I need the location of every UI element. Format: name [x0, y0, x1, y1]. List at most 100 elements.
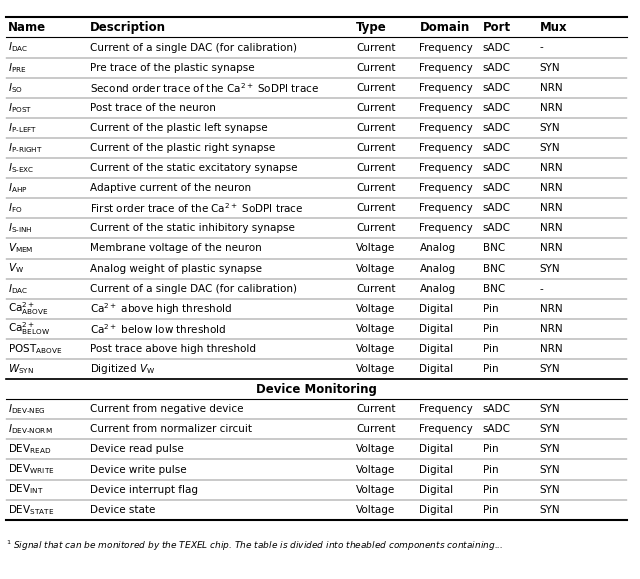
Text: NRN: NRN	[540, 163, 563, 173]
Text: $V_{\mathrm{MEM}}$: $V_{\mathrm{MEM}}$	[8, 241, 33, 255]
Text: Ca$^{2+}$ below low threshold: Ca$^{2+}$ below low threshold	[90, 322, 226, 336]
Text: Pin: Pin	[483, 364, 499, 374]
Text: $I_{\mathrm{SO}}$: $I_{\mathrm{SO}}$	[8, 81, 22, 94]
Text: SYN: SYN	[540, 143, 561, 153]
Text: Pin: Pin	[483, 505, 499, 515]
Text: $I_{\mathrm{POST}}$: $I_{\mathrm{POST}}$	[8, 101, 32, 115]
Text: Type: Type	[356, 21, 387, 34]
Text: $^1$ Signal that can be monitored by the TEXEL chip. The table is divided into t: $^1$ Signal that can be monitored by the…	[6, 538, 504, 553]
Text: $I_{\mathrm{DAC}}$: $I_{\mathrm{DAC}}$	[8, 41, 28, 54]
Text: $\mathrm{DEV}_{\mathrm{INT}}$: $\mathrm{DEV}_{\mathrm{INT}}$	[8, 483, 44, 497]
Text: BNC: BNC	[483, 284, 505, 294]
Text: $I_{\mathrm{P\text{-}RIGHT}}$: $I_{\mathrm{P\text{-}RIGHT}}$	[8, 141, 42, 155]
Text: Frequency: Frequency	[419, 42, 473, 53]
Text: Current: Current	[356, 83, 396, 93]
Text: Pre trace of the plastic synapse: Pre trace of the plastic synapse	[90, 63, 255, 72]
Text: Membrane voltage of the neuron: Membrane voltage of the neuron	[90, 243, 262, 254]
Text: Frequency: Frequency	[419, 63, 473, 72]
Text: Device Monitoring: Device Monitoring	[257, 383, 377, 395]
Text: Analog weight of plastic synapse: Analog weight of plastic synapse	[90, 263, 262, 273]
Text: $\mathrm{Ca}^{2+}_{\mathrm{ABOVE}}$: $\mathrm{Ca}^{2+}_{\mathrm{ABOVE}}$	[8, 301, 48, 317]
Text: Pin: Pin	[483, 344, 499, 354]
Text: Frequency: Frequency	[419, 223, 473, 233]
Text: Post trace above high threshold: Post trace above high threshold	[90, 344, 256, 354]
Text: Second order trace of the Ca$^{2+}$ SoDPI trace: Second order trace of the Ca$^{2+}$ SoDP…	[90, 81, 319, 94]
Text: Pin: Pin	[483, 464, 499, 475]
Text: Voltage: Voltage	[356, 364, 396, 374]
Text: Ca$^{2+}$ above high threshold: Ca$^{2+}$ above high threshold	[90, 301, 232, 317]
Text: sADC: sADC	[483, 404, 511, 414]
Text: $I_{\mathrm{PRE}}$: $I_{\mathrm{PRE}}$	[8, 61, 26, 75]
Text: Digital: Digital	[419, 344, 454, 354]
Text: sADC: sADC	[483, 143, 511, 153]
Text: Current of the static excitatory synapse: Current of the static excitatory synapse	[90, 163, 298, 173]
Text: NRN: NRN	[540, 103, 563, 113]
Text: SYN: SYN	[540, 123, 561, 133]
Text: NRN: NRN	[540, 183, 563, 193]
Text: Device write pulse: Device write pulse	[90, 464, 187, 475]
Text: Digital: Digital	[419, 364, 454, 374]
Text: Digital: Digital	[419, 304, 454, 314]
Text: Current: Current	[356, 103, 396, 113]
Text: $\mathrm{DEV}_{\mathrm{READ}}$: $\mathrm{DEV}_{\mathrm{READ}}$	[8, 442, 51, 456]
Text: First order trace of the Ca$^{2+}$ SoDPI trace: First order trace of the Ca$^{2+}$ SoDPI…	[90, 201, 303, 215]
Text: Current: Current	[356, 123, 396, 133]
Text: Adaptive current of the neuron: Adaptive current of the neuron	[90, 183, 251, 193]
Text: SYN: SYN	[540, 505, 561, 515]
Text: SYN: SYN	[540, 464, 561, 475]
Text: Frequency: Frequency	[419, 143, 473, 153]
Text: Mux: Mux	[540, 21, 568, 34]
Text: Domain: Domain	[419, 21, 470, 34]
Text: Digital: Digital	[419, 324, 454, 334]
Text: Current of the plastic left synapse: Current of the plastic left synapse	[90, 123, 268, 133]
Text: $W_{\mathrm{SYN}}$: $W_{\mathrm{SYN}}$	[8, 362, 34, 376]
Text: SYN: SYN	[540, 263, 561, 273]
Text: Current: Current	[356, 183, 396, 193]
Text: Digital: Digital	[419, 485, 454, 494]
Text: Current: Current	[356, 223, 396, 233]
Text: $I_{\mathrm{FO}}$: $I_{\mathrm{FO}}$	[8, 201, 22, 215]
Text: SYN: SYN	[540, 63, 561, 72]
Text: $V_{\mathrm{W}}$: $V_{\mathrm{W}}$	[8, 262, 24, 276]
Text: $I_{\mathrm{DEV\text{-}NEG}}$: $I_{\mathrm{DEV\text{-}NEG}}$	[8, 402, 45, 416]
Text: SYN: SYN	[540, 404, 561, 414]
Text: Frequency: Frequency	[419, 83, 473, 93]
Text: sADC: sADC	[483, 42, 511, 53]
Text: Current: Current	[356, 404, 396, 414]
Text: Current from normalizer circuit: Current from normalizer circuit	[90, 424, 252, 434]
Text: Voltage: Voltage	[356, 263, 396, 273]
Text: -: -	[540, 42, 543, 53]
Text: $\mathrm{POST}_{\mathrm{ABOVE}}$: $\mathrm{POST}_{\mathrm{ABOVE}}$	[8, 342, 62, 356]
Text: sADC: sADC	[483, 183, 511, 193]
Text: $I_{\mathrm{AHP}}$: $I_{\mathrm{AHP}}$	[8, 181, 28, 195]
Text: SYN: SYN	[540, 424, 561, 434]
Text: Current: Current	[356, 42, 396, 53]
Text: Analog: Analog	[419, 263, 456, 273]
Text: Voltage: Voltage	[356, 445, 396, 455]
Text: $\mathrm{Ca}^{2+}_{\mathrm{BELOW}}$: $\mathrm{Ca}^{2+}_{\mathrm{BELOW}}$	[8, 320, 49, 337]
Text: Post trace of the neuron: Post trace of the neuron	[90, 103, 216, 113]
Text: Current of a single DAC (for calibration): Current of a single DAC (for calibration…	[90, 42, 297, 53]
Text: Digital: Digital	[419, 505, 454, 515]
Text: Voltage: Voltage	[356, 304, 396, 314]
Text: Current of the static inhibitory synapse: Current of the static inhibitory synapse	[90, 223, 295, 233]
Text: Digitized $V_{\mathrm{W}}$: Digitized $V_{\mathrm{W}}$	[90, 362, 155, 376]
Text: $I_{\mathrm{DEV\text{-}NORM}}$: $I_{\mathrm{DEV\text{-}NORM}}$	[8, 423, 52, 436]
Text: $\mathrm{DEV}_{\mathrm{STATE}}$: $\mathrm{DEV}_{\mathrm{STATE}}$	[8, 503, 54, 516]
Text: Device interrupt flag: Device interrupt flag	[90, 485, 198, 494]
Text: sADC: sADC	[483, 83, 511, 93]
Text: NRN: NRN	[540, 304, 563, 314]
Text: Frequency: Frequency	[419, 203, 473, 213]
Text: -: -	[540, 284, 543, 294]
Text: NRN: NRN	[540, 223, 563, 233]
Text: Pin: Pin	[483, 485, 499, 494]
Text: NRN: NRN	[540, 243, 563, 254]
Text: Frequency: Frequency	[419, 163, 473, 173]
Text: $I_{\mathrm{DAC}}$: $I_{\mathrm{DAC}}$	[8, 282, 28, 295]
Text: Current from negative device: Current from negative device	[90, 404, 243, 414]
Text: sADC: sADC	[483, 123, 511, 133]
Text: Voltage: Voltage	[356, 324, 396, 334]
Text: Current: Current	[356, 163, 396, 173]
Text: sADC: sADC	[483, 103, 511, 113]
Text: NRN: NRN	[540, 83, 563, 93]
